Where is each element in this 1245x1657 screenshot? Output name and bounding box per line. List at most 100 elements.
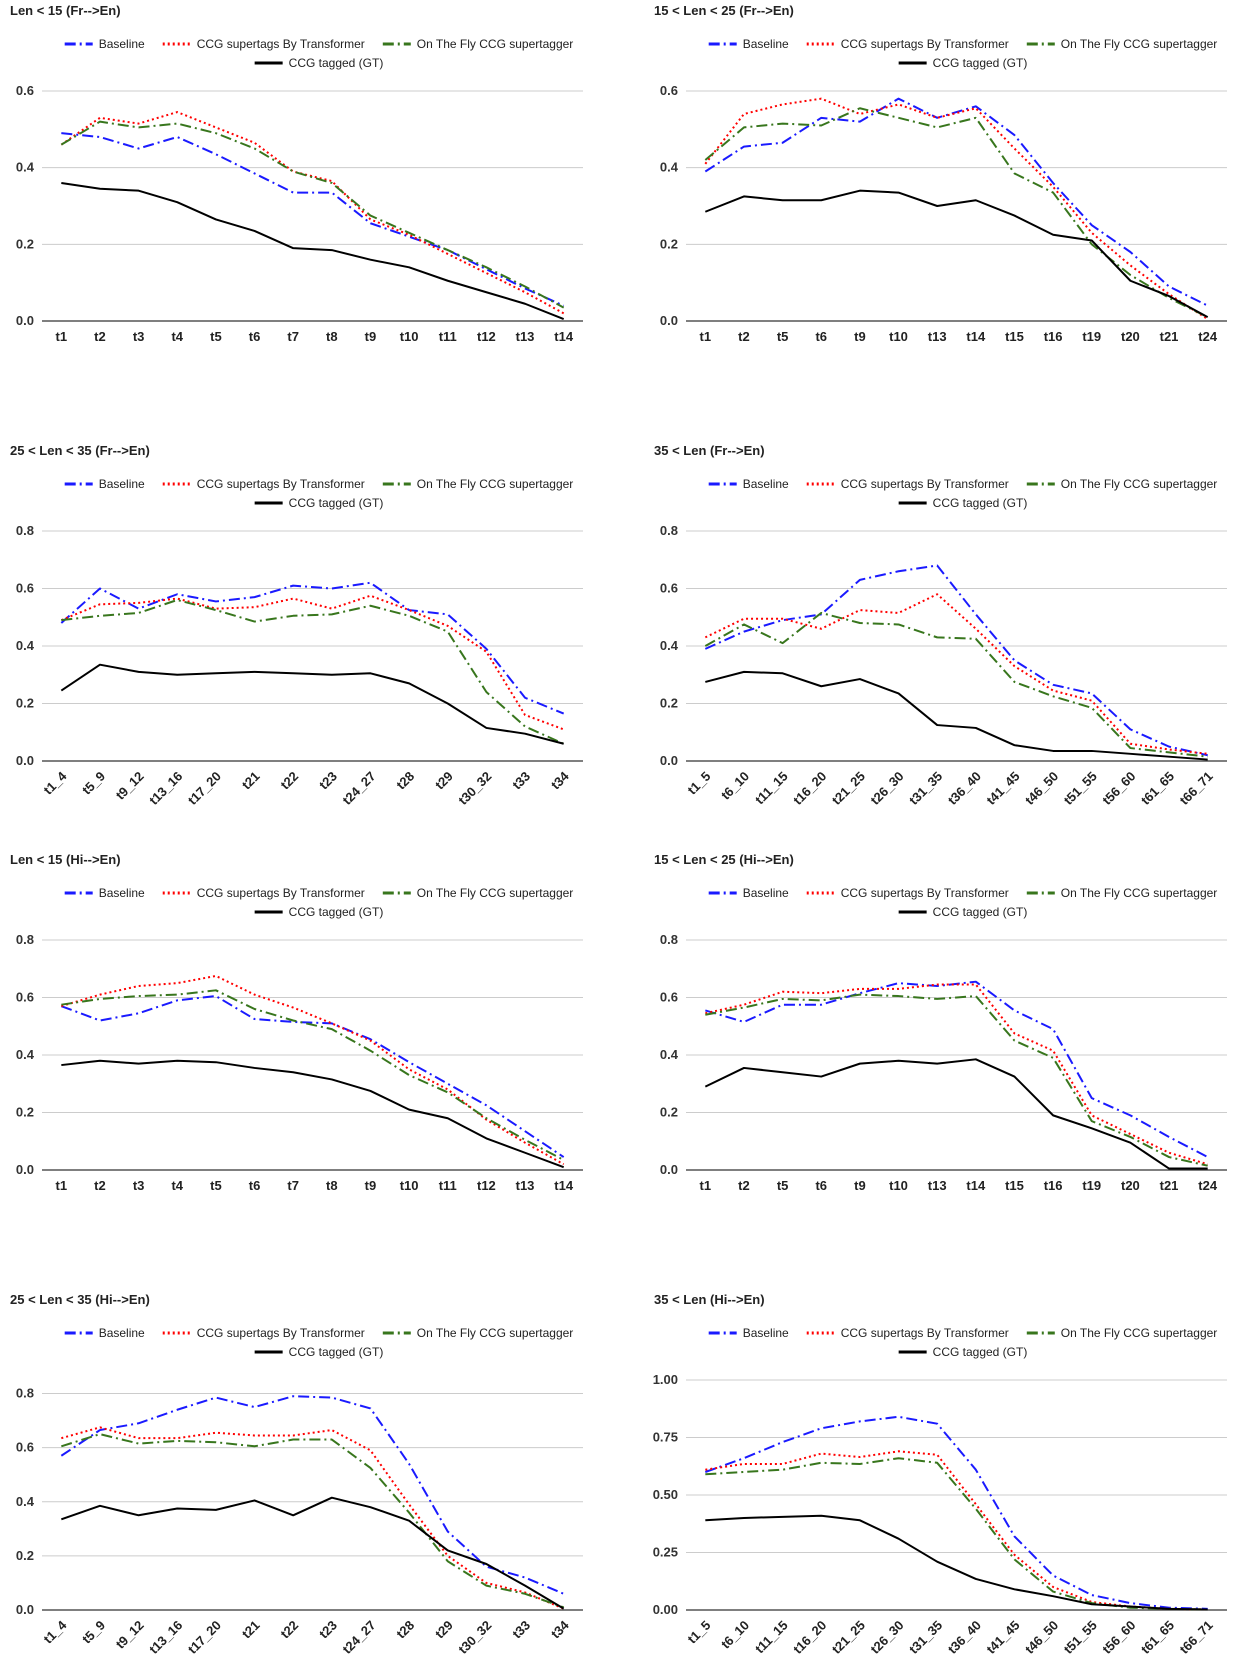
- x-tick-label: t21: [239, 769, 263, 793]
- chart-title: Len < 15 (Hi-->En): [10, 852, 121, 867]
- legend-label: On The Fly CCG supertagger: [1061, 1326, 1218, 1340]
- x-tick-label: t28: [393, 769, 417, 793]
- y-tick-label: 0.4: [16, 638, 35, 653]
- series-line: [705, 1450, 1208, 1611]
- legend-item: On The Fly CCG supertagger: [1026, 886, 1217, 900]
- x-tick-label: t13: [928, 329, 947, 344]
- y-tick-label: 0.0: [16, 1162, 34, 1177]
- y-tick-label: 0.6: [16, 83, 34, 98]
- legend-label: CCG tagged (GT): [289, 1345, 384, 1359]
- x-tick-label: t29: [432, 1618, 456, 1642]
- y-tick-label: 0.4: [16, 1047, 35, 1062]
- x-tick-label: t66_71: [1177, 1618, 1216, 1657]
- x-tick-label: t10: [889, 329, 908, 344]
- x-tick-label: t1: [56, 1178, 68, 1193]
- y-tick-label: 0.75: [653, 1430, 678, 1445]
- x-tick-label: t5: [210, 329, 222, 344]
- x-tick-label: t14: [966, 1178, 986, 1193]
- y-tick-label: 1.00: [653, 1372, 678, 1387]
- y-tick-label: 0.0: [660, 753, 678, 768]
- series-line: [60, 995, 565, 1158]
- legend-label: CCG supertags By Transformer: [197, 37, 365, 51]
- legend-item: CCG tagged (GT): [254, 905, 383, 919]
- x-tick-label: t29: [432, 769, 456, 793]
- series-line: [705, 983, 1208, 1166]
- series-line: [60, 111, 565, 315]
- x-tick-label: t20: [1121, 329, 1140, 344]
- x-tick-label: t20: [1121, 1178, 1140, 1193]
- x-tick-label: t56_60: [1099, 1618, 1138, 1657]
- x-tick-label: t34: [548, 768, 572, 792]
- series-line: [705, 1514, 1208, 1611]
- x-tick-label: t13_16: [146, 769, 185, 808]
- series-line: [60, 120, 565, 309]
- x-tick-label: t5_9: [79, 769, 108, 798]
- legend-label: On The Fly CCG supertagger: [417, 37, 574, 51]
- x-tick-label: t24_27: [339, 1618, 378, 1657]
- x-tick-label: t2: [94, 329, 106, 344]
- x-tick-label: t24: [1198, 1178, 1218, 1193]
- legend-item: CCG tagged (GT): [254, 496, 383, 510]
- series-line: [705, 980, 1209, 1158]
- legend-label: CCG supertags By Transformer: [841, 1326, 1009, 1340]
- x-tick-label: t17_20: [185, 1618, 224, 1657]
- x-tick-label: t15: [1005, 1178, 1024, 1193]
- series-line: [60, 594, 565, 731]
- series-line: [61, 1433, 565, 1609]
- legend-item: On The Fly CCG supertagger: [1026, 477, 1218, 491]
- x-tick-label: t2: [738, 329, 750, 344]
- legend-label: Baseline: [99, 886, 145, 900]
- legend-item: CCG tagged (GT): [898, 1345, 1027, 1359]
- legend-item: On The Fly CCG supertagger: [382, 886, 573, 900]
- x-tick-label: t6: [249, 329, 261, 344]
- legend-label: CCG supertags By Transformer: [197, 886, 365, 900]
- x-tick-label: t33: [509, 769, 533, 793]
- legend-item: On The Fly CCG supertagger: [382, 37, 574, 51]
- legend-item: Baseline: [708, 886, 789, 900]
- x-tick-label: t5: [777, 329, 789, 344]
- y-tick-label: 0.4: [660, 160, 679, 175]
- x-tick-label: t36_40: [945, 1618, 984, 1657]
- x-tick-label: t21: [1160, 329, 1179, 344]
- x-tick-label: t34: [548, 1617, 572, 1641]
- x-tick-label: t3: [133, 1178, 145, 1193]
- x-tick-label: t41_45: [983, 769, 1022, 808]
- x-tick-label: t6_10: [718, 1618, 752, 1652]
- legend-label: On The Fly CCG supertagger: [1061, 37, 1218, 51]
- legend-item: Baseline: [708, 37, 789, 51]
- legend-item: Baseline: [64, 37, 145, 51]
- x-tick-label: t23: [316, 1618, 340, 1642]
- legend-item: CCG supertags By Transformer: [806, 477, 1009, 491]
- y-tick-label: 0.4: [660, 1047, 679, 1062]
- x-tick-label: t9_12: [113, 769, 147, 803]
- legend-item: On The Fly CCG supertagger: [382, 1326, 573, 1340]
- x-tick-label: t19: [1082, 329, 1101, 344]
- y-tick-label: 0.2: [660, 1105, 678, 1120]
- chart-panel: 15 < Len < 25 (Hi-->En) 0.0 0.2 0.4 0.6 0.8 t1…: [654, 852, 1227, 1193]
- x-tick-label: t16: [1044, 1178, 1063, 1193]
- y-tick-label: 0.8: [660, 932, 678, 947]
- x-tick-label: t36_40: [945, 769, 984, 808]
- x-tick-label: t23: [316, 769, 340, 793]
- x-tick-label: t11: [439, 1178, 457, 1193]
- legend-label: CCG tagged (GT): [289, 56, 384, 70]
- chart-title: 25 < Len < 35 (Fr-->En): [10, 443, 150, 458]
- legend-item: CCG supertags By Transformer: [162, 886, 365, 900]
- x-tick-label: t22: [277, 1618, 301, 1642]
- legend-label: Baseline: [743, 37, 789, 51]
- legend-label: CCG tagged (GT): [933, 905, 1028, 919]
- x-tick-label: t51_55: [1061, 769, 1100, 808]
- series-line: [61, 182, 565, 321]
- series-line: [704, 1058, 1208, 1170]
- legend-label: On The Fly CCG supertagger: [1061, 477, 1218, 491]
- legend-item: On The Fly CCG supertagger: [1026, 37, 1218, 51]
- x-tick-label: t10: [400, 1178, 419, 1193]
- x-tick-label: t1_5: [684, 769, 713, 798]
- y-tick-label: 0.0: [660, 313, 678, 328]
- y-tick-label: 0.2: [16, 236, 34, 251]
- x-tick-label: t1: [56, 329, 68, 344]
- legend-item: Baseline: [64, 886, 145, 900]
- x-tick-label: t4: [171, 329, 183, 344]
- legend-item: Baseline: [708, 1326, 789, 1340]
